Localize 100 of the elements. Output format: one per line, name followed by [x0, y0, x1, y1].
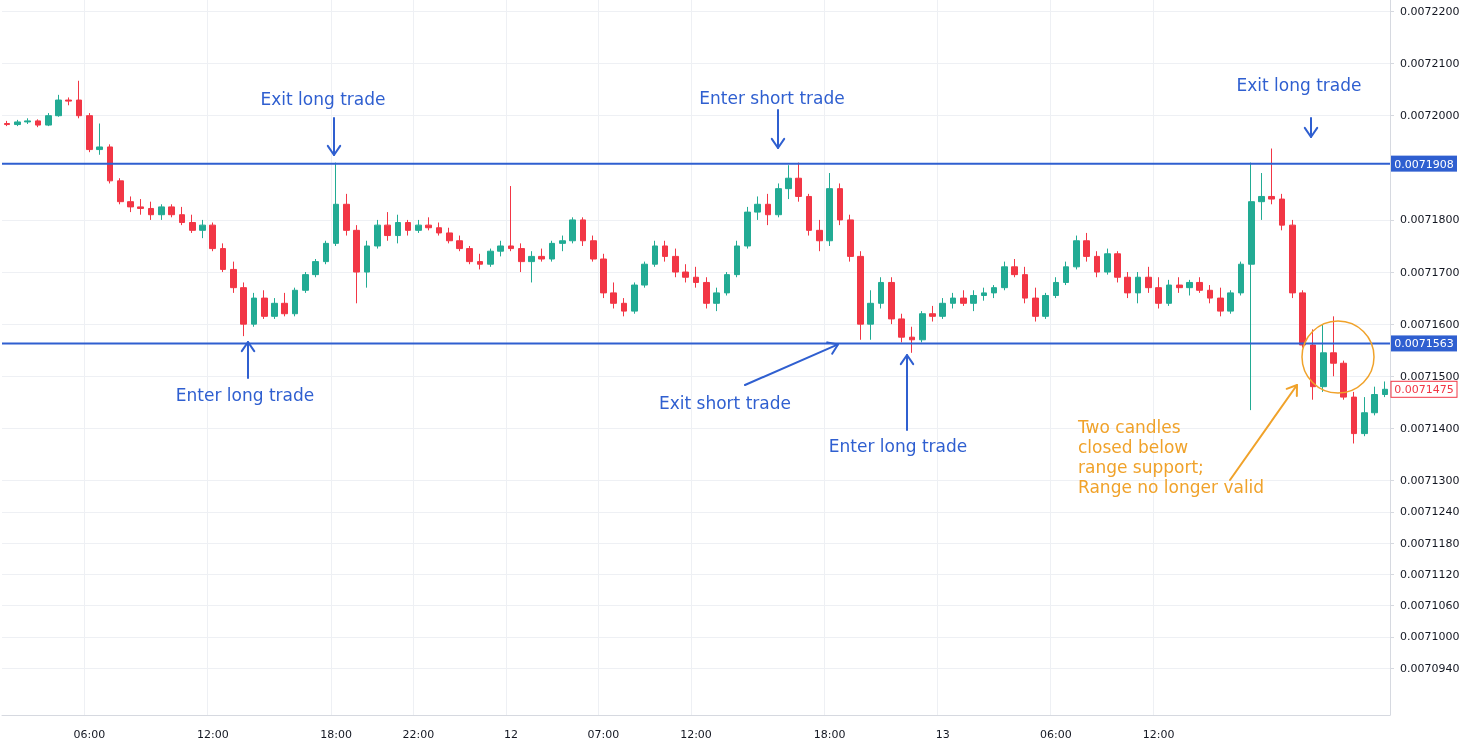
- candlestick: [209, 222, 216, 252]
- candlestick: [436, 222, 442, 237]
- y-tick-label: 0.0072000: [1400, 109, 1460, 123]
- candlestick: [1176, 276, 1183, 294]
- candlestick: [4, 120, 10, 127]
- candlestick: [76, 80, 82, 119]
- candlestick: [1289, 219, 1296, 299]
- candlestick: [1186, 279, 1193, 296]
- candlestick: [682, 263, 689, 283]
- y-tick-label: 0.0071700: [1400, 265, 1460, 279]
- candlestick: [456, 235, 463, 252]
- candlestick: [580, 216, 586, 247]
- x-tick-label: 12:00: [680, 728, 712, 741]
- candlestick: [353, 224, 360, 304]
- candlestick: [888, 276, 895, 325]
- candlestick: [1001, 261, 1008, 291]
- candlestick: [970, 289, 977, 312]
- candlestick: [867, 289, 874, 341]
- candlestick: [929, 305, 936, 323]
- candlestick: [343, 193, 350, 237]
- candlestick: [600, 253, 607, 299]
- candlestick: [878, 276, 884, 310]
- candlestick: [1166, 279, 1172, 307]
- candlestick: [569, 216, 576, 244]
- candlestick: [415, 219, 422, 234]
- candlestick: [549, 240, 555, 263]
- candlestick: [765, 193, 771, 226]
- x-tick-label: 06:00: [1040, 728, 1072, 741]
- candlestick: [837, 182, 843, 226]
- candlestick: [127, 195, 134, 213]
- candlestick: [857, 250, 864, 341]
- x-tick-label: 18:00: [813, 728, 846, 741]
- candlestick: [538, 248, 545, 263]
- candlestick: [621, 297, 627, 317]
- annotation: Exit short trade: [658, 393, 792, 413]
- candlestick: [1351, 391, 1357, 444]
- x-tick-label: 06:00: [73, 728, 106, 741]
- candlestick: [1114, 250, 1121, 283]
- annotation: Enter long trade: [175, 385, 315, 405]
- candlestick: [96, 123, 103, 156]
- candlestick: [960, 289, 967, 307]
- candlestick: [333, 162, 339, 247]
- candlestick: [652, 240, 658, 268]
- candlestick: [24, 117, 31, 125]
- candlestick: [261, 289, 268, 320]
- candlestick: [65, 96, 72, 106]
- candlestick: [898, 313, 905, 343]
- candlestick: [1238, 261, 1244, 296]
- candlestick: [271, 297, 278, 320]
- candlestick: [1310, 328, 1316, 401]
- candlestick: [158, 203, 165, 221]
- candlestick: [323, 240, 329, 265]
- candlestick: [672, 248, 679, 278]
- candlestick: [1279, 193, 1285, 231]
- annotation: Enter long trade: [828, 436, 968, 456]
- y-tick-label: 0.0071600: [1400, 317, 1460, 331]
- x-tick-label: 22:00: [402, 728, 435, 741]
- candlestick: [1371, 386, 1378, 416]
- candlestick: [477, 253, 483, 270]
- candlestick: [724, 271, 730, 296]
- candlestick: [1145, 266, 1152, 294]
- candlestick: [1227, 289, 1234, 315]
- candlestick: [981, 287, 987, 302]
- y-tick-label: 0.0072100: [1400, 57, 1460, 71]
- candlestick: [939, 297, 946, 320]
- candlestick: [1340, 360, 1347, 401]
- candlestick: [1207, 284, 1213, 304]
- y-tick-label: 0.0071240: [1400, 505, 1460, 519]
- candlestick: [199, 219, 206, 239]
- candlestick: [86, 112, 93, 153]
- candlestick: [631, 281, 638, 315]
- candlestick: [1135, 271, 1141, 304]
- candlestick: [179, 206, 185, 226]
- candlestick: [1022, 266, 1028, 304]
- candlestick: [703, 276, 710, 310]
- ref-line-label: 0.0071563: [1394, 337, 1454, 351]
- candlestick: [785, 164, 792, 200]
- candlestick: [466, 245, 473, 265]
- candlestick: [302, 271, 309, 294]
- y-tick-label: 0.0071120: [1400, 567, 1460, 581]
- x-tick-label: 18:00: [320, 728, 352, 741]
- candlestick: [1196, 276, 1203, 294]
- candlestick: [487, 248, 494, 268]
- candlestick: [847, 214, 854, 263]
- candlestick: [816, 219, 823, 252]
- candlestick: [1299, 289, 1306, 349]
- annotation: Exit long trade: [260, 89, 386, 109]
- candlestick: [1248, 162, 1255, 411]
- candlestick: [1104, 248, 1111, 276]
- candlestick: [55, 94, 62, 118]
- candlestick: [950, 292, 956, 310]
- candlestick: [1155, 276, 1162, 310]
- candlestick: [137, 198, 144, 216]
- candlestick: [497, 240, 504, 257]
- candlestick: [117, 177, 124, 205]
- candlestick: [508, 185, 514, 252]
- candlestick: [795, 162, 802, 203]
- candlestick: [1094, 250, 1100, 278]
- annotation: Two candles closed below range support; Range no longer valid: [1077, 417, 1265, 497]
- text: 0.0071475: [1394, 383, 1454, 397]
